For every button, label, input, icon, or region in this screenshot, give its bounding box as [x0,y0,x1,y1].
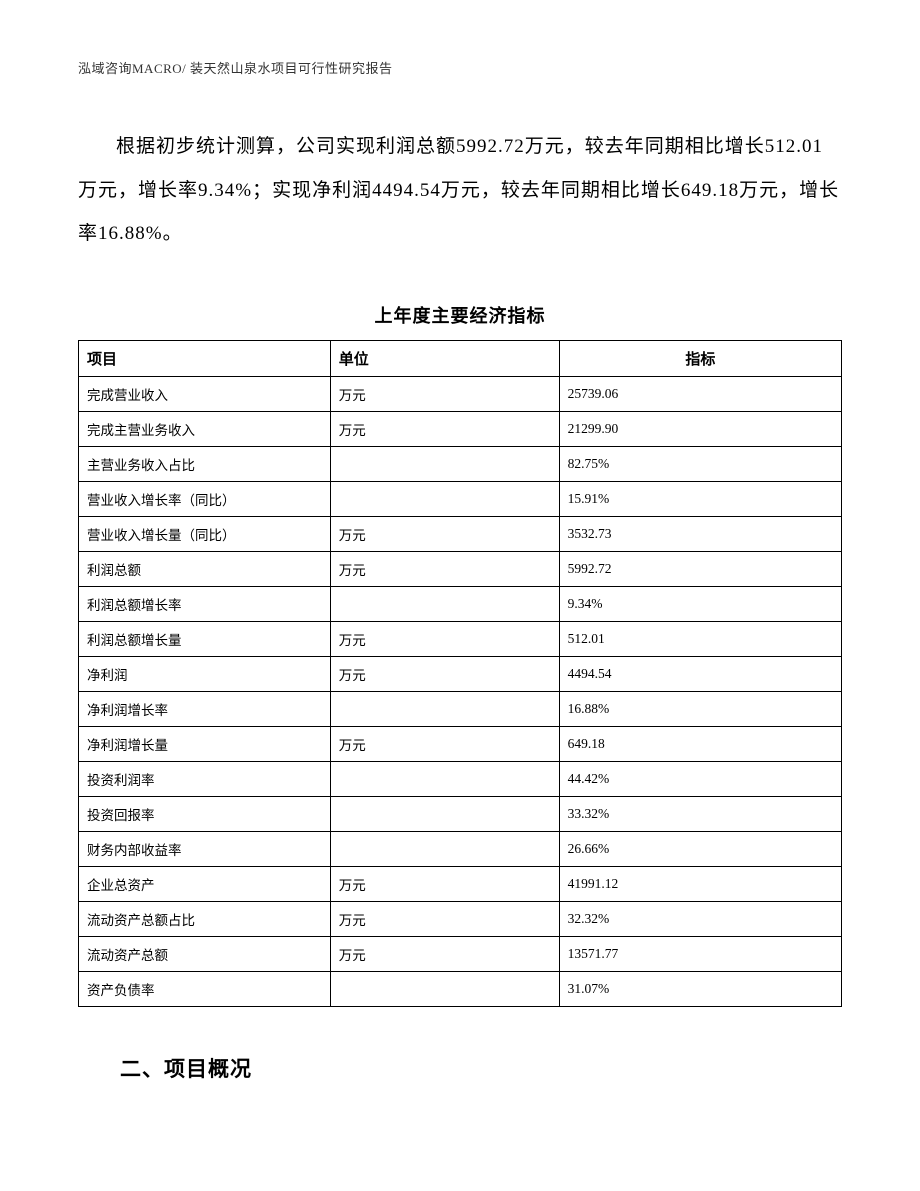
table-row: 投资回报率 33.32% [79,797,842,832]
cell-unit: 万元 [330,517,559,552]
cell-value: 16.88% [559,692,841,727]
col-header-item: 项目 [79,341,331,377]
table-row: 流动资产总额万元13571.77 [79,937,842,972]
cell-item: 资产负债率 [79,972,331,1007]
table-row: 利润总额增长率 9.34% [79,587,842,622]
cell-item: 企业总资产 [79,867,331,902]
cell-value: 649.18 [559,727,841,762]
cell-item: 主营业务收入占比 [79,447,331,482]
cell-unit: 万元 [330,727,559,762]
col-header-value: 指标 [559,341,841,377]
table-header-row: 项目 单位 指标 [79,341,842,377]
table-body: 完成营业收入万元25739.06 完成主营业务收入万元21299.90 主营业务… [79,377,842,1007]
table-row: 流动资产总额占比万元32.32% [79,902,842,937]
page-container: 泓域咨询MACRO/ 装天然山泉水项目可行性研究报告 根据初步统计测算，公司实现… [0,0,920,1083]
cell-unit [330,587,559,622]
cell-value: 25739.06 [559,377,841,412]
table-row: 营业收入增长量（同比）万元3532.73 [79,517,842,552]
cell-item: 完成营业收入 [79,377,331,412]
table-row: 主营业务收入占比 82.75% [79,447,842,482]
table-row: 完成营业收入万元25739.06 [79,377,842,412]
table-title: 上年度主要经济指标 [78,302,842,328]
cell-item: 净利润增长量 [79,727,331,762]
cell-item: 营业收入增长率（同比） [79,482,331,517]
cell-unit [330,482,559,517]
cell-item: 净利润增长率 [79,692,331,727]
cell-value: 41991.12 [559,867,841,902]
cell-value: 32.32% [559,902,841,937]
cell-unit [330,692,559,727]
cell-unit: 万元 [330,622,559,657]
table-row: 利润总额增长量万元512.01 [79,622,842,657]
cell-item: 财务内部收益率 [79,832,331,867]
table-row: 利润总额万元5992.72 [79,552,842,587]
cell-value: 15.91% [559,482,841,517]
cell-item: 流动资产总额 [79,937,331,972]
cell-unit [330,762,559,797]
table-row: 资产负债率 31.07% [79,972,842,1007]
cell-value: 13571.77 [559,937,841,972]
table-row: 财务内部收益率 26.66% [79,832,842,867]
cell-unit: 万元 [330,867,559,902]
cell-unit: 万元 [330,902,559,937]
col-header-unit: 单位 [330,341,559,377]
cell-item: 利润总额增长量 [79,622,331,657]
cell-item: 流动资产总额占比 [79,902,331,937]
cell-item: 投资利润率 [79,762,331,797]
cell-item: 营业收入增长量（同比） [79,517,331,552]
cell-unit: 万元 [330,552,559,587]
cell-value: 3532.73 [559,517,841,552]
cell-item: 完成主营业务收入 [79,412,331,447]
cell-unit [330,797,559,832]
page-header: 泓域咨询MACRO/ 装天然山泉水项目可行性研究报告 [78,58,842,77]
cell-unit: 万元 [330,657,559,692]
cell-value: 21299.90 [559,412,841,447]
cell-unit [330,832,559,867]
cell-value: 44.42% [559,762,841,797]
economic-indicators-table: 项目 单位 指标 完成营业收入万元25739.06 完成主营业务收入万元2129… [78,340,842,1007]
cell-item: 利润总额增长率 [79,587,331,622]
cell-value: 26.66% [559,832,841,867]
cell-item: 投资回报率 [79,797,331,832]
cell-value: 9.34% [559,587,841,622]
cell-value: 512.01 [559,622,841,657]
cell-unit: 万元 [330,937,559,972]
cell-unit: 万元 [330,412,559,447]
table-row: 净利润万元4494.54 [79,657,842,692]
cell-item: 利润总额 [79,552,331,587]
section-heading: 二、项目概况 [78,1053,842,1083]
table-row: 企业总资产万元41991.12 [79,867,842,902]
table-row: 净利润增长率 16.88% [79,692,842,727]
cell-item: 净利润 [79,657,331,692]
cell-value: 82.75% [559,447,841,482]
cell-value: 4494.54 [559,657,841,692]
cell-value: 5992.72 [559,552,841,587]
cell-value: 31.07% [559,972,841,1007]
table-row: 净利润增长量万元649.18 [79,727,842,762]
table-row: 营业收入增长率（同比） 15.91% [79,482,842,517]
table-row: 完成主营业务收入万元21299.90 [79,412,842,447]
cell-unit [330,447,559,482]
cell-unit [330,972,559,1007]
cell-value: 33.32% [559,797,841,832]
summary-paragraph: 根据初步统计测算，公司实现利润总额5992.72万元，较去年同期相比增长512.… [78,125,842,256]
cell-unit: 万元 [330,377,559,412]
table-row: 投资利润率 44.42% [79,762,842,797]
